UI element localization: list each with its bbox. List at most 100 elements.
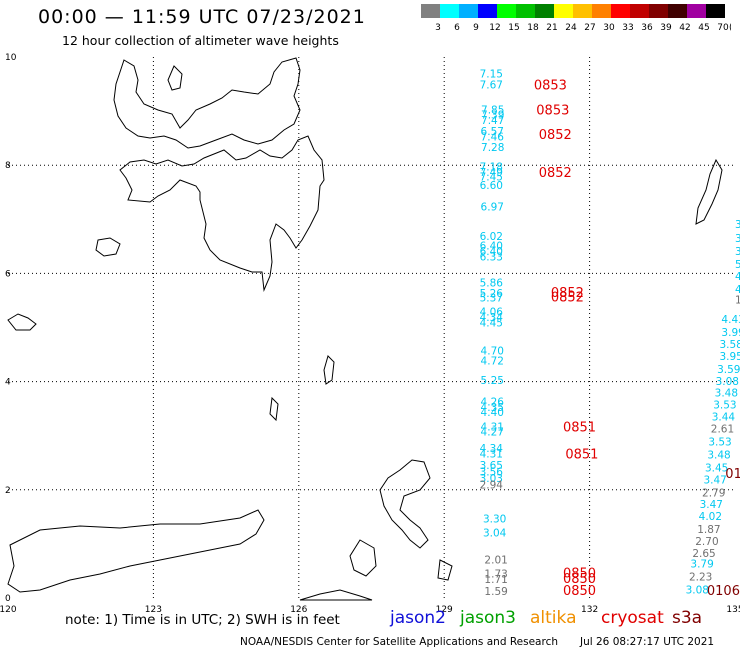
colorbar-swatch <box>687 4 706 18</box>
colorbar-swatch <box>554 4 573 18</box>
coastline-halmahera <box>379 459 431 549</box>
colorbar-label: 18 <box>527 23 539 33</box>
wave-height-value: 3.56 <box>480 467 504 479</box>
colorbar-swatch <box>440 4 459 18</box>
page-subtitle: 12 hour collection of altimeter wave hei… <box>62 33 339 48</box>
colorbar-swatch <box>611 4 630 18</box>
wave-height-value: 3.59 <box>717 364 740 376</box>
colorbar-swatch <box>592 4 611 18</box>
coastline-islet-2 <box>269 396 279 422</box>
wave-height-value: 3.44 <box>712 412 736 424</box>
legend-altika: altika <box>530 608 577 628</box>
wave-height-value: 3.99 <box>721 327 740 339</box>
wave-height-value: 6.02 <box>480 231 503 243</box>
pass-time-label: 0852 <box>539 128 572 143</box>
coastline-island-3 <box>7 313 37 331</box>
wave-height-value: 6.40 <box>480 241 503 253</box>
y-tick-label: 6 <box>5 269 11 279</box>
coastline-east-islands <box>349 539 377 577</box>
wave-height-value: 4.02 <box>699 511 722 523</box>
pass-time-label: 0851 <box>563 420 596 435</box>
wave-height-value: 3.03 <box>480 473 503 485</box>
colorbar-swatch <box>630 4 649 18</box>
wave-height-value: 3.65 <box>480 460 503 472</box>
colorbar-label: 39 <box>660 23 672 33</box>
wave-height-value: 7.15 <box>480 69 503 81</box>
colorbar-label: 42 <box>679 23 690 33</box>
pass-time-label: 0851 <box>565 447 598 462</box>
generated-timestamp: Jul 26 08:27:17 UTC 2021 <box>580 636 715 648</box>
colorbar-swatch <box>478 4 497 18</box>
lat-lon-grid <box>8 57 735 598</box>
wave-height-value: 3.04 <box>483 527 507 539</box>
wave-height-value: 5.86 <box>480 277 504 289</box>
wave-height-value: 3.47 <box>700 499 723 511</box>
wave-height-value: 7.85 <box>481 104 504 116</box>
coastline-bottom <box>299 589 373 601</box>
coastline-right-bottom <box>437 559 453 581</box>
wave-height-value: 3.95 <box>719 351 740 363</box>
coastline-mindanao <box>119 135 325 292</box>
wave-height-value: 2.61 <box>711 423 734 435</box>
colorbar-swatch <box>706 4 725 18</box>
wave-height-value: 1.87 <box>697 524 720 536</box>
wave-height-value: 3.6 <box>735 219 740 231</box>
pass-time-labels: 0853085308520852085208520851085108500850… <box>534 78 740 598</box>
wave-height-value: 7.49 <box>480 167 503 179</box>
x-tick-label: 135 <box>726 605 740 615</box>
wave-height-value: 4.43 <box>721 314 740 326</box>
wave-height-value: 2.01 <box>484 554 507 566</box>
wave-height-value: 4.0 <box>735 284 740 296</box>
coastline-north <box>113 57 301 149</box>
colorbar-label: 21 <box>546 23 557 33</box>
wave-height-value: 2.65 <box>692 548 715 560</box>
colorbar-swatch <box>497 4 516 18</box>
colorbar-label: 15 <box>508 23 519 33</box>
x-tick-label: 132 <box>581 605 598 615</box>
wave-height-value: 1.71 <box>484 574 507 586</box>
colorbar-label: 70 <box>717 23 729 33</box>
wave-height-value: 3.48 <box>707 449 730 461</box>
x-tick-label: 129 <box>436 605 453 615</box>
wave-height-value: 4.45 <box>480 317 503 329</box>
wave-height-value: 7.46 <box>481 131 505 143</box>
credit-line: NOAA/NESDIS Center for Satellite Applica… <box>240 636 558 648</box>
footnote: note: 1) Time is in UTC; 2) SWH is in fe… <box>65 612 340 628</box>
wave-height-value: 4.34 <box>480 443 504 455</box>
wave-height-value: 6.97 <box>481 202 504 214</box>
y-tick-label: 4 <box>5 378 11 388</box>
wave-height-value: 4.31 <box>481 421 504 433</box>
coastline-sulawesi <box>7 509 265 593</box>
wave-height-value: 7.67 <box>480 79 503 91</box>
wave-height-value: 4.40 <box>481 407 504 419</box>
wave-height-value: 3.53 <box>708 436 731 448</box>
colorbar-swatch <box>459 4 478 18</box>
legend-cryosat: cryosat <box>601 608 664 628</box>
colorbar-swatch <box>535 4 554 18</box>
wave-height-value: 3.53 <box>713 400 736 412</box>
colorbar-label: 3 <box>435 23 441 33</box>
wave-height-value: 1.73 <box>484 568 507 580</box>
colorbar-swatch <box>573 4 592 18</box>
colorbar-swatch <box>516 4 535 18</box>
wave-height-value: 3.47 <box>703 474 726 486</box>
wave-height-value: 6.33 <box>480 251 503 263</box>
wave-height-value: 2.94 <box>480 480 504 492</box>
coastlines <box>7 57 723 601</box>
y-tick-label: 0 <box>5 594 11 604</box>
wave-height-value: 7.47 <box>481 115 504 127</box>
wave-height-value: 4.27 <box>481 427 504 439</box>
coastline-island-1 <box>167 65 183 91</box>
wave-height-value: 4.31 <box>480 448 503 460</box>
y-tick-label: 10 <box>5 53 17 63</box>
wave-height-value: 3.58 <box>719 339 740 351</box>
wave-height-value: 4.34 <box>480 312 504 324</box>
wave-height-value: 6.40 <box>480 246 503 258</box>
colorbar-swatch <box>421 4 440 18</box>
wave-height-value: 4.70 <box>481 346 504 358</box>
wave-height-value: 7.28 <box>481 142 504 154</box>
wave-height-value: 6.57 <box>481 126 504 138</box>
colorbar-label: 30 <box>603 23 615 33</box>
pass-time-label: 010 <box>725 467 740 482</box>
